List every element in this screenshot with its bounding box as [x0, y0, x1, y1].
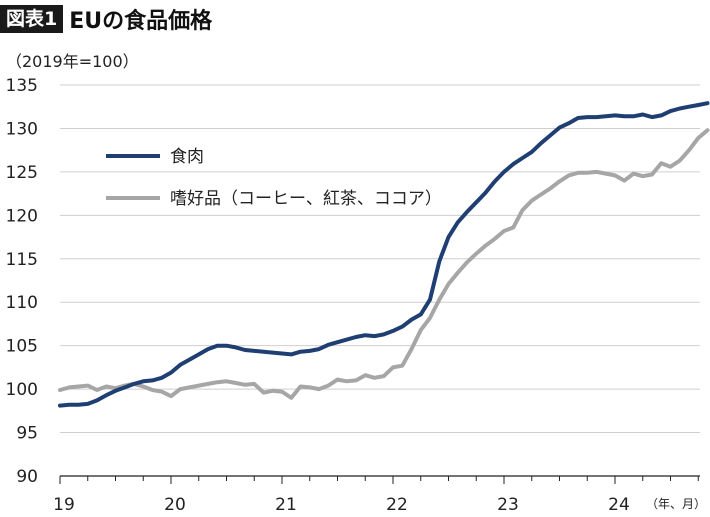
x-tick-label: 20 — [164, 495, 186, 515]
legend-label: 嗜好品（コーヒー、紅茶、ココア） — [170, 189, 442, 209]
chart-title: EUの食品価格 — [69, 9, 213, 34]
x-axis-unit-label: （年、月） — [646, 497, 706, 511]
y-tick-label: 135 — [6, 76, 38, 96]
x-tick-label: 23 — [497, 495, 519, 515]
x-tick-label: 19 — [53, 495, 75, 515]
y-tick-label: 120 — [6, 206, 38, 226]
y-tick-label: 105 — [6, 337, 38, 357]
legend-label: 食肉 — [170, 147, 204, 167]
y-tick-label: 95 — [16, 424, 38, 444]
y-tick-label: 115 — [6, 250, 38, 270]
x-tick-label: 22 — [386, 495, 408, 515]
y-axis-unit-note: （2019年=100） — [6, 52, 139, 71]
series-line-meat — [58, 101, 710, 408]
x-tick-label: 24 — [608, 495, 630, 515]
y-tick-label: 125 — [6, 163, 38, 183]
y-tick-label: 110 — [6, 293, 38, 313]
y-tick-label: 90 — [16, 467, 38, 487]
chart-title-bar: 図表1 EUの食品価格 — [0, 4, 212, 34]
figure-badge: 図表1 — [0, 5, 64, 33]
x-tick-label: 21 — [275, 495, 297, 515]
series-line-luxury-goods — [58, 128, 710, 400]
y-tick-label: 130 — [6, 119, 38, 139]
y-tick-label: 100 — [6, 380, 38, 400]
